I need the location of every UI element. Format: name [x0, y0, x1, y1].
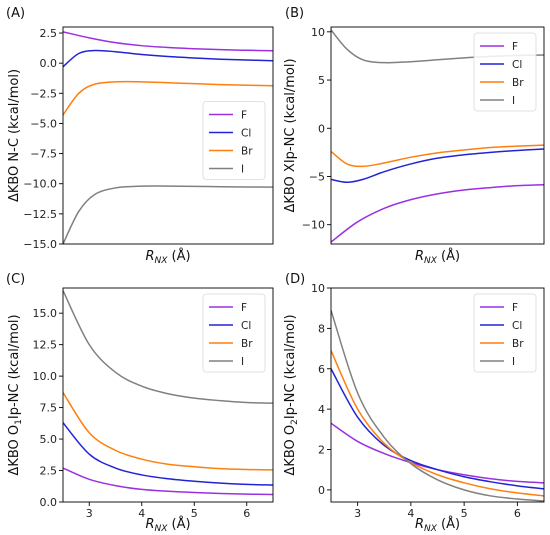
- y-tick-label: 10: [311, 282, 325, 295]
- panel-label: (B): [285, 6, 304, 21]
- legend-entry-i: I: [512, 356, 515, 368]
- series-line-cl: [331, 148, 544, 184]
- legend-entry-f: F: [512, 41, 518, 53]
- legend-box: [473, 293, 537, 373]
- legend-entry-br: Br: [512, 77, 524, 89]
- legend-box: [202, 293, 266, 373]
- series-line-br: [331, 144, 544, 168]
- legend-entry-br: Br: [512, 338, 524, 350]
- x-axis-label: RNX (Å): [145, 516, 190, 534]
- y-tick-label: 0.0: [40, 496, 58, 509]
- legend-entry-f: F: [512, 302, 518, 314]
- y-tick-label: 6: [318, 363, 325, 376]
- panel-2: 0.0 2.5 5.0 7.5 10.0 12.5 15.0 3 4 5 6 (C) RNX (Å) ΔK…: [6, 272, 274, 534]
- panel-3: 0 2 4 6 8 10 3 4 5 6 (D) RNX (Å) ΔKBO O2Ip-NC (kcal/…: [283, 272, 545, 534]
- y-axis-label: ΔKBO XIp-NC (kcal/mol): [283, 58, 298, 212]
- y-axis-label: ΔKBO O2Ip-NC (kcal/mol): [283, 314, 300, 475]
- y-axis-label: ΔKBO O1Ip-NC (kcal/mol): [7, 314, 24, 475]
- x-tick-label: 3: [86, 507, 93, 520]
- x-tick-label: 6: [243, 507, 250, 520]
- series-line-cl: [331, 368, 544, 490]
- y-tick-label: 8: [318, 322, 325, 335]
- panel-label: (D): [285, 272, 305, 287]
- series-line-cl: [63, 49, 273, 68]
- panel-label: (C): [6, 272, 25, 287]
- panel-0: 2.5 0.0 −2.5 −5.0 −7.5 −10.0 −12.5 −15.0 (A) RNX …: [6, 6, 274, 266]
- legend-entry-br: Br: [241, 146, 253, 158]
- y-tick-label: −12.5: [23, 208, 57, 221]
- legend-entry-cl: Cl: [241, 320, 251, 332]
- series-line-cl: [63, 422, 273, 486]
- series-line-i: [63, 290, 273, 404]
- legend: F Cl Br I: [202, 101, 266, 180]
- x-tick-label: 4: [407, 507, 414, 520]
- series-line-i: [63, 185, 273, 244]
- axes-frame: [62, 287, 274, 503]
- panel-1: 10 5 0 −5 −10 (B) RNX (Å) ΔKBO XIp-NC (kcal/mol…: [283, 6, 545, 266]
- x-tick-label: 3: [354, 507, 361, 520]
- x-tick-label: 5: [461, 507, 468, 520]
- series-line-br: [331, 350, 544, 497]
- legend-entry-f: F: [241, 302, 247, 314]
- legend-entry-br: Br: [241, 338, 253, 350]
- legend-box: [202, 101, 266, 180]
- y-tick-label: 0: [318, 122, 325, 135]
- y-tick-label: 10: [311, 26, 325, 39]
- legend-entry-i: I: [241, 356, 244, 368]
- legend-entry-i: I: [512, 95, 515, 107]
- axes-frame: [330, 26, 545, 245]
- y-tick-label: 0.0: [40, 57, 58, 70]
- axes-frame: [330, 287, 545, 503]
- legend-entry-f: F: [241, 110, 247, 122]
- x-tick-label: 4: [138, 507, 145, 520]
- legend-box: [473, 32, 537, 112]
- y-tick-label: 15.0: [33, 307, 58, 320]
- y-tick-label: 2.5: [40, 27, 58, 40]
- x-tick-label: 6: [514, 507, 521, 520]
- y-tick-label: 4: [318, 403, 325, 416]
- series-line-br: [63, 80, 273, 116]
- y-tick-label: −10.0: [23, 178, 57, 191]
- y-tick-label: 10.0: [33, 370, 58, 383]
- series-line-f: [63, 467, 273, 496]
- series-line-f: [331, 422, 544, 484]
- x-axis-label: RNX (Å): [415, 248, 460, 266]
- y-tick-label: 0: [318, 484, 325, 497]
- series-line-f: [331, 183, 544, 243]
- y-tick-label: −5.0: [30, 117, 57, 130]
- y-tick-label: −10: [302, 219, 325, 232]
- legend: F Cl Br I: [202, 293, 266, 373]
- legend: F Cl Br I: [473, 32, 537, 112]
- y-tick-label: −15.0: [23, 238, 57, 251]
- axes-frame: [62, 26, 274, 245]
- legend-entry-cl: Cl: [512, 320, 522, 332]
- y-tick-label: 5: [318, 74, 325, 87]
- legend-entry-cl: Cl: [241, 128, 251, 140]
- y-axis-label: ΔKBO N-C (kcal/mol): [7, 69, 22, 202]
- series-line-br: [63, 392, 273, 471]
- series-line-i: [331, 309, 544, 502]
- y-tick-label: 12.5: [33, 339, 58, 352]
- y-tick-label: 5.0: [40, 433, 58, 446]
- legend-entry-cl: Cl: [512, 59, 522, 71]
- y-tick-label: −5: [309, 170, 325, 183]
- x-axis-label: RNX (Å): [415, 516, 460, 534]
- y-tick-label: −7.5: [30, 148, 57, 161]
- y-tick-label: 2.5: [40, 465, 58, 478]
- legend-entry-i: I: [241, 164, 244, 176]
- y-tick-label: 7.5: [40, 402, 58, 415]
- panel-label: (A): [6, 6, 25, 21]
- series-line-f: [63, 31, 273, 52]
- x-tick-label: 5: [191, 507, 198, 520]
- x-axis-label: RNX (Å): [145, 248, 190, 266]
- y-tick-label: 2: [318, 444, 325, 457]
- y-tick-label: −2.5: [30, 87, 57, 100]
- legend: F Cl Br I: [473, 293, 537, 373]
